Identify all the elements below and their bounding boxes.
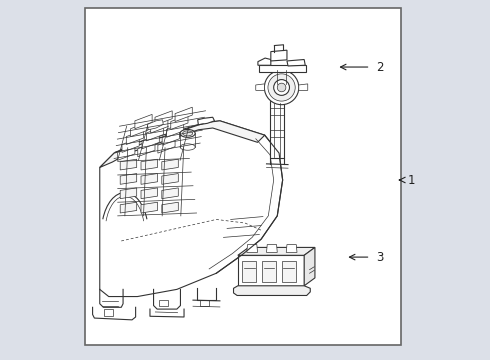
Polygon shape — [141, 202, 157, 213]
Bar — [104, 309, 113, 316]
Circle shape — [268, 74, 295, 101]
Polygon shape — [141, 188, 157, 199]
Polygon shape — [162, 174, 178, 184]
Polygon shape — [238, 255, 304, 286]
Polygon shape — [242, 261, 256, 282]
Polygon shape — [282, 261, 296, 282]
Bar — [200, 300, 209, 306]
Polygon shape — [286, 244, 297, 252]
Polygon shape — [299, 84, 308, 90]
Polygon shape — [100, 121, 265, 167]
Circle shape — [265, 70, 299, 105]
Polygon shape — [197, 117, 215, 125]
Circle shape — [274, 80, 290, 95]
Polygon shape — [259, 65, 306, 72]
Polygon shape — [120, 188, 137, 199]
Polygon shape — [138, 142, 155, 157]
Polygon shape — [147, 127, 164, 141]
Polygon shape — [167, 123, 184, 137]
Polygon shape — [247, 244, 258, 252]
Polygon shape — [267, 244, 277, 252]
Polygon shape — [234, 286, 310, 296]
Polygon shape — [142, 134, 159, 149]
Polygon shape — [126, 130, 144, 144]
Polygon shape — [120, 174, 137, 184]
Ellipse shape — [183, 131, 193, 136]
Polygon shape — [238, 247, 315, 255]
Polygon shape — [120, 159, 137, 170]
Bar — [159, 300, 168, 306]
Text: 3: 3 — [376, 251, 383, 264]
Polygon shape — [118, 146, 135, 160]
Polygon shape — [120, 202, 137, 213]
Text: 1: 1 — [408, 174, 416, 186]
Polygon shape — [171, 115, 188, 130]
Polygon shape — [162, 188, 178, 199]
Polygon shape — [175, 107, 192, 122]
Polygon shape — [158, 139, 175, 153]
Polygon shape — [147, 120, 163, 130]
Bar — [85, 8, 401, 345]
Polygon shape — [155, 111, 172, 125]
Circle shape — [277, 83, 286, 92]
Polygon shape — [151, 119, 168, 133]
Polygon shape — [131, 122, 148, 136]
Polygon shape — [270, 101, 285, 158]
Polygon shape — [258, 58, 271, 65]
Polygon shape — [271, 50, 287, 61]
Polygon shape — [262, 261, 276, 282]
Polygon shape — [287, 59, 305, 66]
Ellipse shape — [180, 144, 195, 150]
Polygon shape — [162, 202, 178, 213]
Polygon shape — [256, 84, 265, 90]
Polygon shape — [100, 121, 283, 297]
Ellipse shape — [180, 130, 195, 137]
Polygon shape — [162, 159, 178, 170]
Polygon shape — [135, 114, 152, 129]
Polygon shape — [141, 159, 157, 170]
Text: 2: 2 — [376, 60, 383, 73]
Polygon shape — [304, 247, 315, 286]
Polygon shape — [162, 131, 179, 145]
Polygon shape — [122, 138, 139, 152]
Polygon shape — [141, 174, 157, 184]
